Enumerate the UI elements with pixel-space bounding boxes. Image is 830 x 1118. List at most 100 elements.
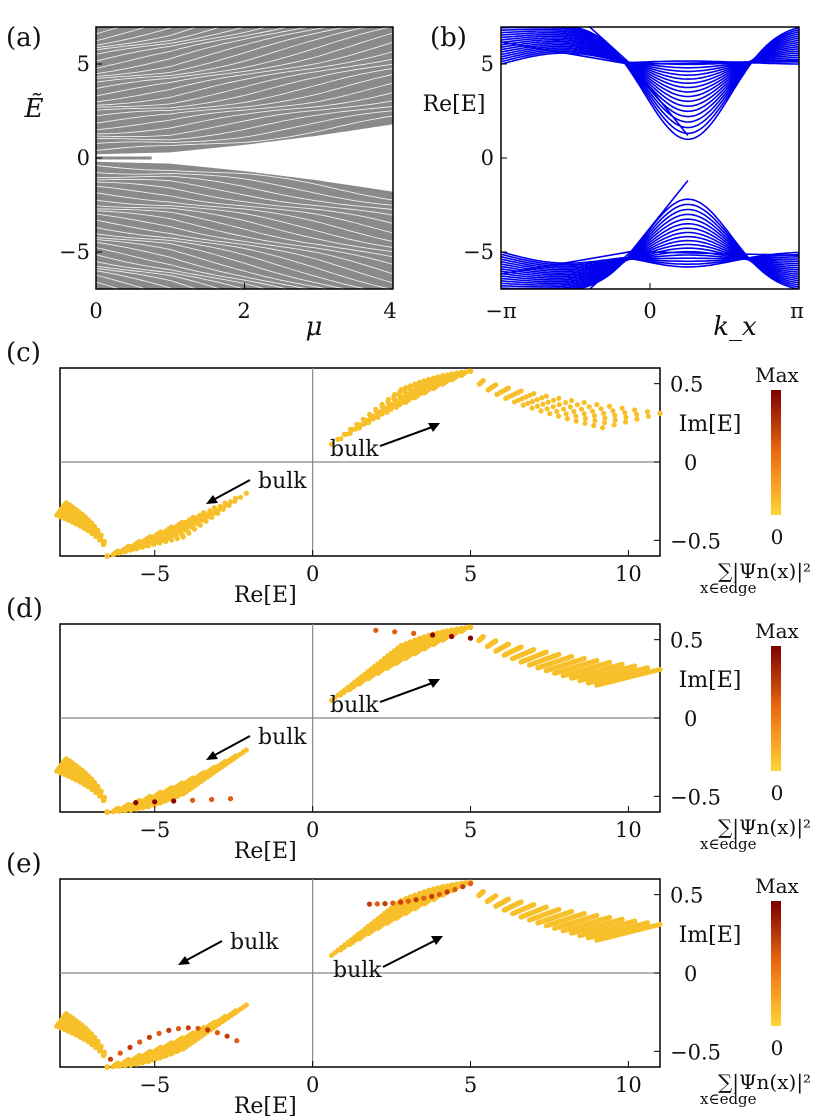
arrow-head [178,956,190,965]
annotation-arrow [212,735,251,757]
data-point [556,413,562,419]
level-line [96,106,393,141]
data-point [485,387,491,393]
data-point [569,930,575,936]
data-point [89,776,95,782]
level-line [96,208,393,258]
data-point [543,923,549,929]
x-tick-label: 0 [306,818,319,842]
data-point [623,419,629,425]
data-point [421,895,427,901]
data-point [175,1026,182,1032]
data-point [116,550,122,556]
data-point [133,806,140,812]
data-point [128,807,134,813]
data-point [509,911,516,917]
level-line [96,27,330,77]
data-point [145,1059,151,1065]
data-point [185,1025,191,1031]
data-point [101,538,107,544]
y-tick-label: 0 [684,451,697,475]
data-point [573,418,579,424]
data-point [467,881,474,887]
level-line [96,219,393,284]
panel-b-ytick: 0 [481,146,494,170]
data-point [550,404,556,410]
data-point [458,369,464,375]
data-point [92,523,98,530]
x-tick-label: −5 [139,562,170,586]
data-point [195,1025,201,1031]
colorbar-title: ∑|Ψn(x)|² [718,815,811,840]
panel-a-ytick: 5 [77,52,90,76]
annotation-arrow [379,681,436,703]
data-point [476,893,482,899]
data-point [444,889,450,895]
data-point [449,633,455,640]
data-point [526,662,533,668]
annotation-bulk: bulk [330,437,379,462]
data-point [622,410,628,416]
data-point [601,410,607,416]
data-point [190,797,196,803]
colorbar: Max 0 ∑|Ψn(x)|²x∈edge [700,874,811,1108]
data-point [467,624,474,630]
data-point [645,413,652,419]
data-point [463,880,469,886]
data-point [398,386,404,393]
data-point [444,372,450,378]
arrow-head [428,423,440,432]
y-tick-label: −0.5 [670,529,721,553]
level-line [96,27,369,83]
panel-a-xtick: 0 [89,299,102,323]
level-line [96,27,268,62]
colorbar-subscript: x∈edge [700,1090,757,1108]
panel-d: (d) −5 0 5 10 0.5 0 −0.5 Re[E] Im[E] bulk bulk Max 0 ∑… [6,594,811,864]
panel-a: (a) 5 0 −5 0 2 4 μ Ẽ [6,23,397,342]
data-point [341,431,347,437]
data-point [463,625,469,631]
data-point [578,406,585,412]
data-point [585,935,592,941]
edge-band-line [588,27,799,66]
data-point [440,884,446,890]
data-point [146,1034,152,1040]
data-point [139,1060,145,1066]
y-tick-label: −0.5 [670,1040,721,1064]
data-point [197,522,203,528]
colorbar: Max 0 ∑|Ψn(x)|²x∈edge [700,619,811,853]
data-point [137,1039,143,1045]
data-point [429,893,435,900]
data-point [234,1038,240,1044]
data-point [569,397,575,404]
colorbar-title: ∑|Ψn(x)|² [718,1070,811,1095]
data-point [644,409,651,415]
level-line [96,82,393,131]
colorbar-title: ∑|Ψn(x)|² [718,559,811,584]
annotation-bulk: bulk [230,930,279,955]
data-point [133,1061,140,1067]
data-point [366,901,373,907]
data-point [426,376,432,382]
data-point [412,892,418,898]
data-point [157,540,163,546]
level-line [96,165,393,201]
data-point [452,886,458,893]
panel-b-ylabel: Re[E] [423,92,486,117]
data-point [382,901,388,907]
data-point [569,675,575,681]
level-line [96,239,330,289]
x-tick-label: 5 [464,1073,477,1097]
data-point [493,648,499,654]
data-point [430,632,436,638]
data-point [467,368,474,374]
panel-a-plot-area [96,27,393,289]
data-point [168,1051,175,1057]
x-axis-label: Re[E] [234,1094,297,1118]
arrow-head [428,679,440,688]
x-tick-label: −5 [139,818,170,842]
y-tick-label: 0 [684,962,697,986]
data-point [215,510,221,516]
data-point [63,756,69,762]
data-point [392,629,398,635]
